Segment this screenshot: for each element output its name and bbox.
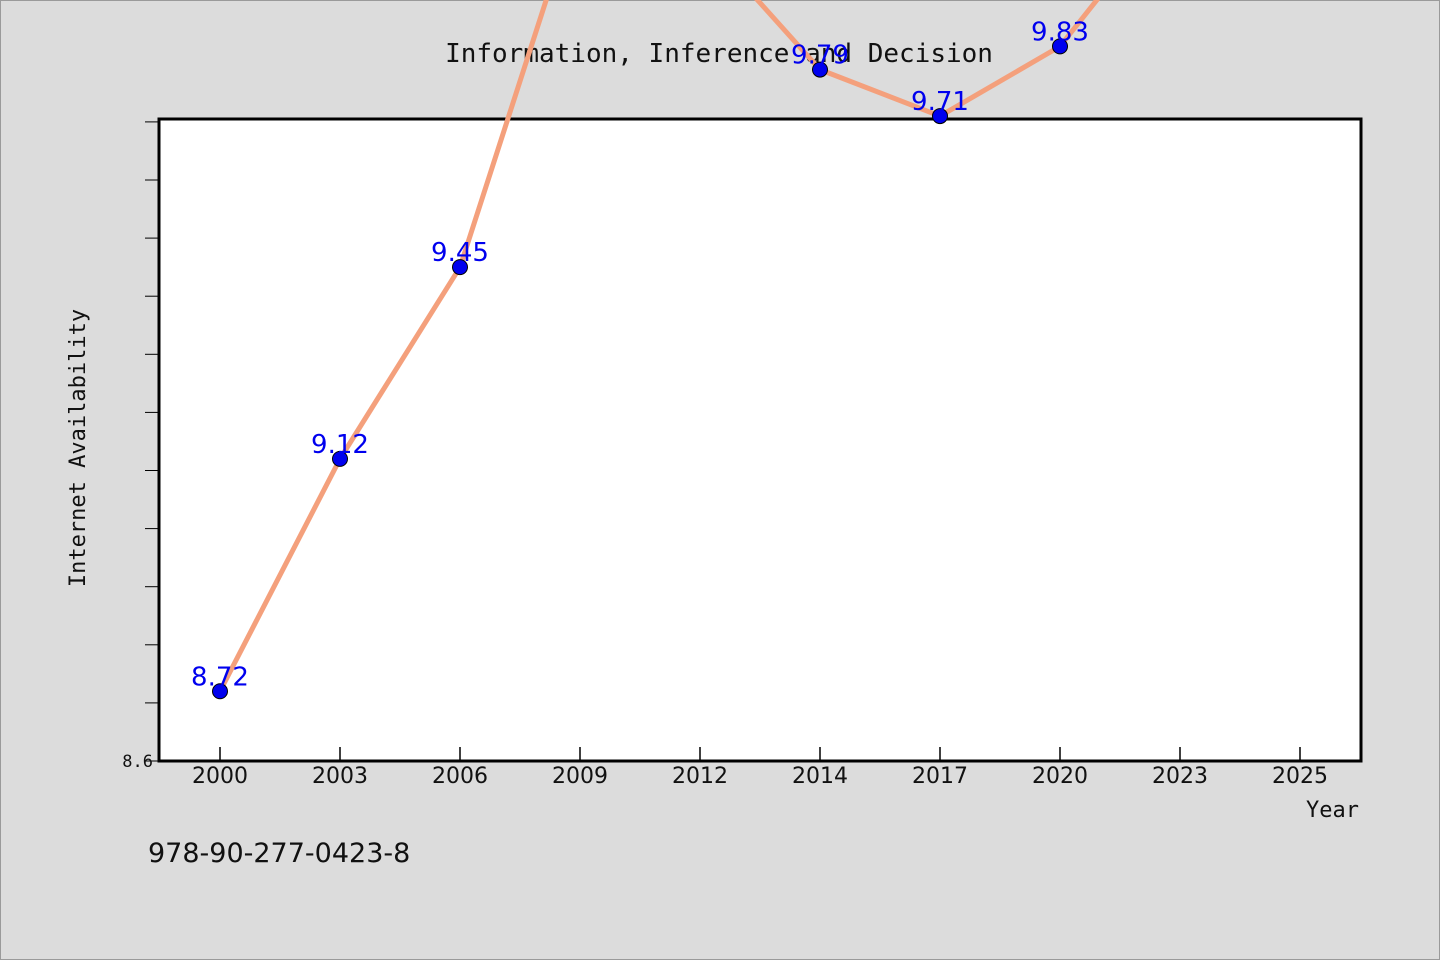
x-axis-ticks: 2000 2003 2006 2009 2012 2014 2017 2020 2023 2025	[192, 747, 1328, 789]
x-tick-label: 2000	[192, 764, 248, 789]
x-axis-label: Year	[1306, 798, 1359, 823]
x-tick-label: 2014	[792, 764, 848, 789]
data-label: 9.71	[911, 87, 969, 117]
y-axis-label: Internet Availability	[66, 309, 91, 587]
x-tick-label: 2017	[912, 764, 968, 789]
data-label: 9.83	[1031, 17, 1089, 47]
x-tick-label: 2009	[552, 764, 608, 789]
data-label: 9.12	[311, 430, 369, 460]
data-points	[212, 38, 1068, 700]
data-label: 9.45	[431, 238, 489, 268]
x-tick-label: 2023	[1152, 764, 1208, 789]
data-point	[212, 683, 228, 700]
data-point	[812, 61, 828, 78]
series-line-group	[217, 0, 1101, 694]
data-point	[332, 450, 348, 467]
data-label: 9.79	[791, 41, 849, 71]
x-tick-label: 2012	[672, 764, 728, 789]
plot-area	[157, 117, 1363, 763]
x-tick-label: 2003	[312, 764, 368, 789]
series-line	[217, 0, 1101, 694]
data-point	[932, 108, 948, 125]
y-tick-label: 8.6	[122, 752, 153, 772]
data-point	[1052, 38, 1068, 55]
x-tick-label: 2020	[1032, 764, 1088, 789]
data-label: 8.72	[191, 662, 249, 692]
x-tick-label: 2006	[432, 764, 488, 789]
data-labels: 8.729.129.4510.0910.029.799.719.8310.091…	[191, 17, 1089, 692]
x-tick-label: 2025	[1272, 764, 1328, 789]
chart-title: Information, Inference and Decision	[445, 39, 993, 69]
y-axis-ticks: 8.6	[122, 121, 159, 772]
isbn-footer: 978-90-277-0423-8	[148, 838, 410, 869]
data-point	[452, 259, 468, 276]
